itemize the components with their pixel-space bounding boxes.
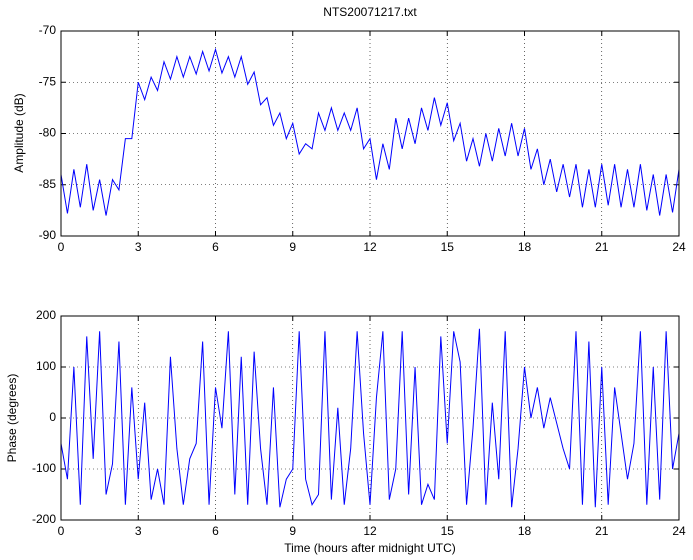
x-tick-label: 18: [518, 524, 532, 538]
x-tick-label: 0: [58, 240, 65, 254]
y-axis-label: Amplitude (dB): [12, 93, 26, 172]
axes-frame: [60, 315, 680, 521]
chart-title: NTS20071217.txt: [323, 5, 417, 19]
x-tick-label: 12: [363, 240, 377, 254]
y-tick-label: 100: [36, 359, 56, 373]
y-tick-label: -85: [39, 177, 57, 191]
x-tick-label: 21: [595, 524, 609, 538]
x-tick-label: 6: [212, 524, 219, 538]
y-tick-label: 0: [49, 410, 56, 424]
x-tick-label: 21: [595, 240, 609, 254]
y-tick-label: -75: [39, 74, 57, 88]
x-tick-label: 12: [363, 524, 377, 538]
y-tick-label: -90: [39, 228, 57, 242]
data-line: [60, 47, 680, 216]
y-tick-label: -200: [32, 512, 56, 526]
y-tick-label: -70: [39, 23, 57, 37]
axes-frame: [60, 30, 680, 237]
y-tick-label: -80: [39, 126, 57, 140]
x-tick-label: 15: [441, 240, 455, 254]
y-tick-label: 200: [36, 308, 56, 322]
x-tick-label: 9: [289, 240, 296, 254]
y-axis-label: Phase (degrees): [5, 374, 19, 463]
x-tick-label: 3: [135, 524, 142, 538]
x-tick-label: 24: [672, 240, 686, 254]
x-axis-label: Time (hours after midnight UTC): [284, 541, 456, 555]
y-tick-label: -100: [32, 461, 56, 475]
x-tick-label: 24: [672, 524, 686, 538]
x-tick-label: 0: [58, 524, 65, 538]
x-tick-label: 18: [518, 240, 532, 254]
data-line: [60, 328, 680, 508]
x-tick-label: 6: [212, 240, 219, 254]
x-tick-label: 15: [441, 524, 455, 538]
x-tick-label: 3: [135, 240, 142, 254]
x-tick-label: 9: [289, 524, 296, 538]
